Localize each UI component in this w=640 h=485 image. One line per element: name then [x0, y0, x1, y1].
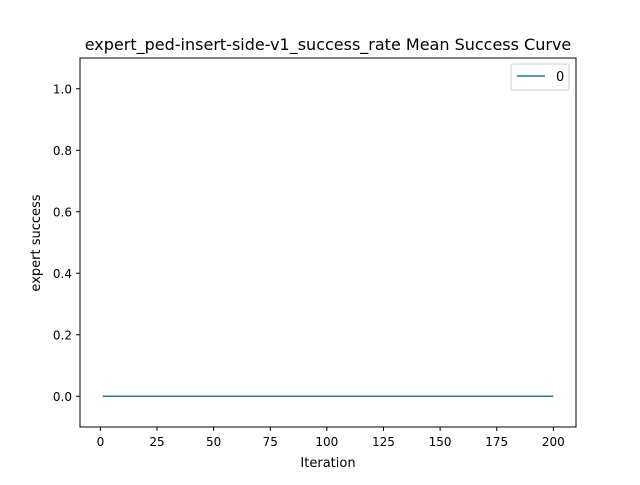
plot-area: 0 25 50 75 100 125 150 175 200 0.0 0.2 0.4 0.6 0.8 1.…: [53, 57, 577, 449]
x-axis-label: Iteration: [300, 456, 355, 471]
legend-box: [510, 63, 570, 91]
y-tick-label: 0.2: [53, 328, 72, 342]
y-axis: 0.0 0.2 0.4 0.6 0.8 1.0: [53, 82, 80, 404]
legend: 0: [510, 63, 570, 91]
x-tick-label: 175: [485, 435, 508, 449]
y-tick-label: 0.6: [53, 205, 72, 219]
y-axis-label: expert success: [29, 194, 44, 291]
x-tick-label: 150: [429, 435, 452, 449]
x-axis: 0 25 50 75 100 125 150 175 200: [97, 427, 565, 449]
y-tick-label: 0.0: [53, 390, 72, 404]
x-tick-label: 50: [206, 435, 221, 449]
chart-title: expert_ped-insert-side-v1_success_rate M…: [85, 35, 572, 55]
x-tick-label: 100: [315, 435, 338, 449]
x-tick-label: 125: [372, 435, 395, 449]
axes-frame: [79, 57, 577, 428]
x-tick-label: 75: [263, 435, 278, 449]
y-tick-label: 0.4: [53, 267, 72, 281]
y-tick-label: 0.8: [53, 144, 72, 158]
x-tick-label: 0: [97, 435, 105, 449]
y-tick-label: 1.0: [53, 82, 72, 96]
legend-series-label: 0: [556, 70, 564, 85]
x-tick-label: 25: [149, 435, 164, 449]
x-tick-label: 200: [542, 435, 565, 449]
